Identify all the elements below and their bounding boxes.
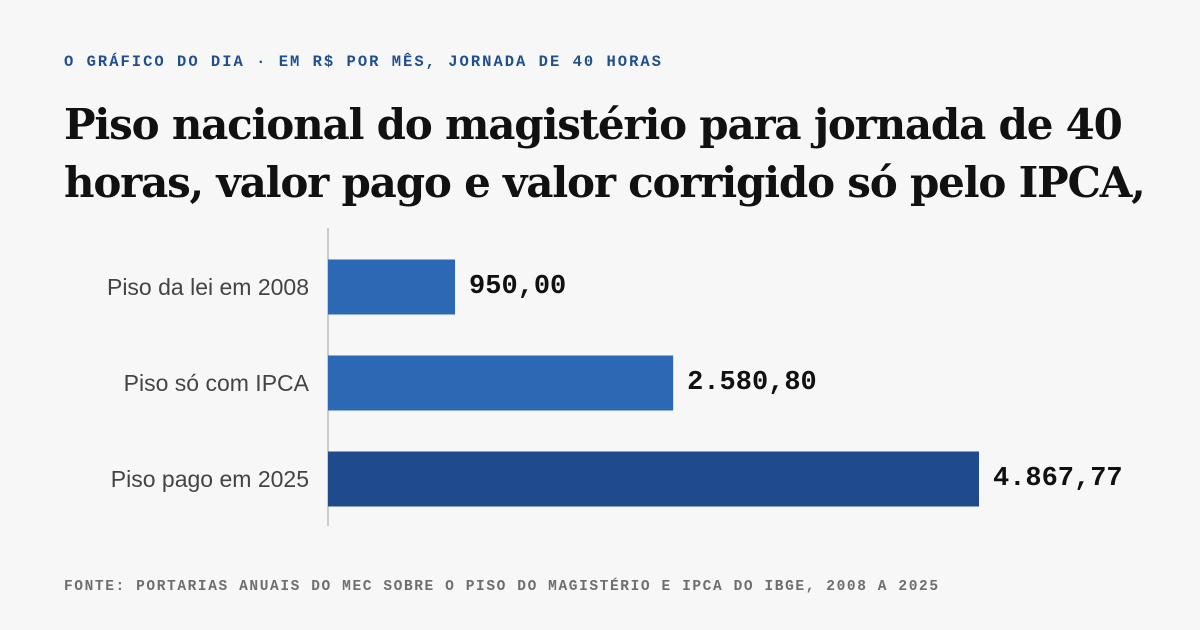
bar-2	[328, 451, 979, 507]
category-label-0: Piso da lei em 2008	[107, 274, 309, 300]
bar-group: Piso da lei em 2008 950,00 Piso só com IPC…	[107, 259, 1123, 507]
bar-0	[328, 259, 456, 315]
bar-1	[328, 355, 674, 411]
chart-source: FONTE: PORTARIAS ANUAIS DO MEC SOBRE O P…	[64, 579, 940, 595]
value-label-2: 4.867,77	[993, 464, 1123, 494]
chart-kicker: O GRÁFICO DO DIA · EM R$ POR MÊS, JORNAD…	[64, 53, 663, 71]
chart-title: Piso nacional do magistério para jornada…	[64, 100, 1146, 207]
value-label-0: 950,00	[469, 272, 566, 302]
category-label-2: Piso pago em 2025	[111, 466, 309, 492]
category-label-1: Piso só com IPCA	[124, 370, 310, 396]
value-label-1: 2.580,80	[687, 368, 817, 398]
